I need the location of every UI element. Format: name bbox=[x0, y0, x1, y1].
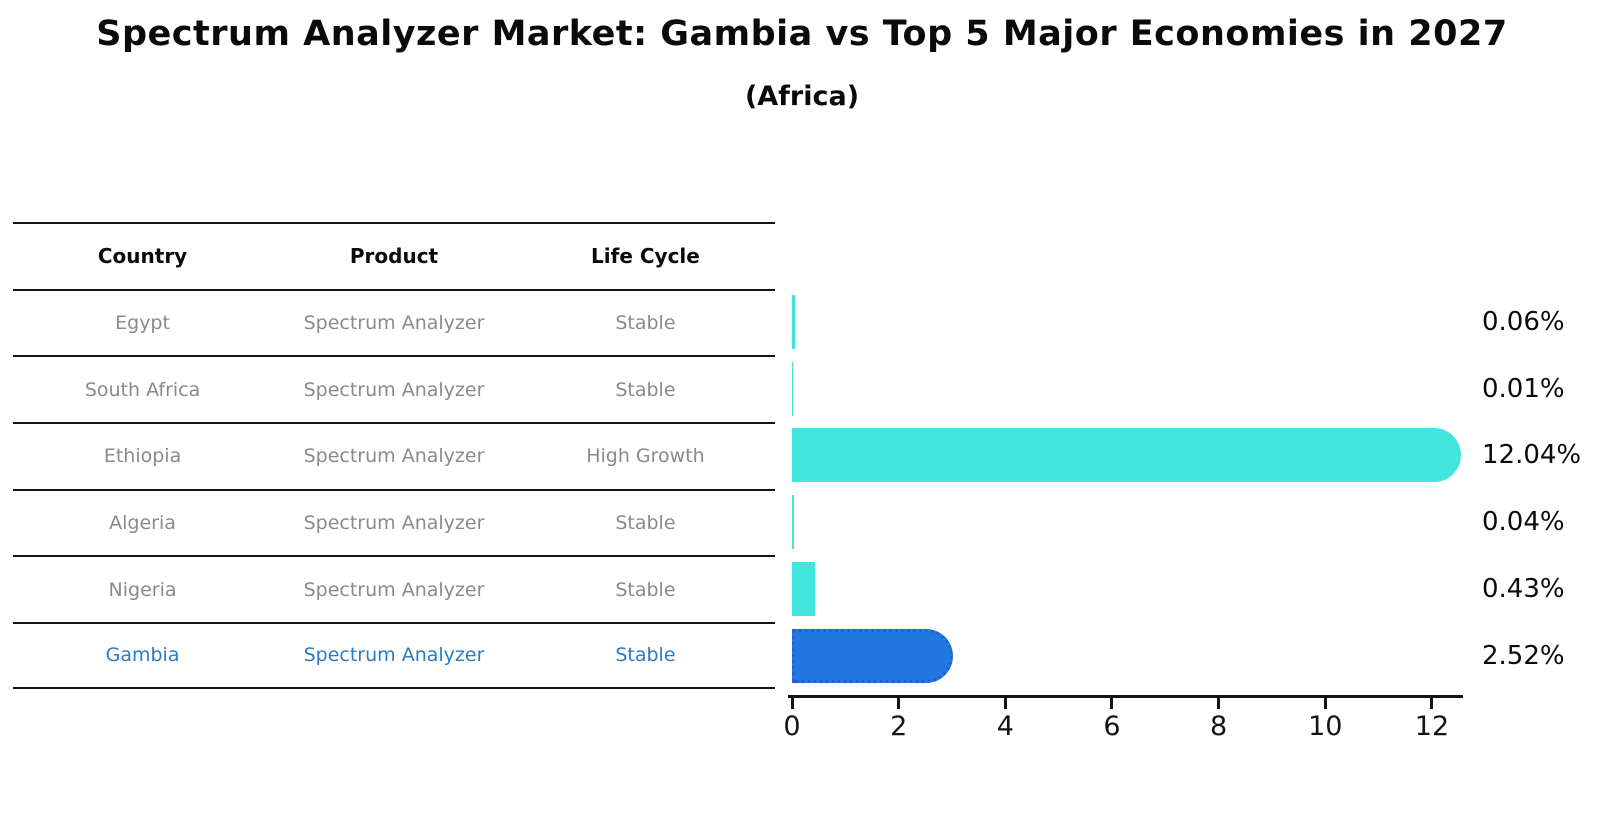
x-axis-tick bbox=[1217, 698, 1221, 709]
x-axis-tick-label: 6 bbox=[1103, 711, 1121, 742]
table-cell-life-cycle: High Growth bbox=[586, 445, 705, 468]
table-cell-life-cycle: Stable bbox=[615, 644, 676, 667]
table-cell-product: Spectrum Analyzer bbox=[303, 445, 485, 468]
table-row: Ethiopia Spectrum Analyzer High Growth bbox=[13, 422, 775, 489]
table-header-row: Country Product Life Cycle bbox=[13, 222, 775, 289]
table-cell-country: Nigeria bbox=[108, 578, 177, 601]
table-cell-product: Spectrum Analyzer bbox=[303, 578, 485, 601]
table-row: Algeria Spectrum Analyzer Stable bbox=[13, 488, 775, 556]
table-row: South Africa Spectrum Analyzer Stable bbox=[13, 355, 775, 422]
bar-value-label: 0.43% bbox=[1482, 573, 1565, 604]
x-axis-tick bbox=[1323, 698, 1327, 709]
table-cell-life-cycle: Stable bbox=[615, 578, 676, 601]
table-cell-life-cycle: Stable bbox=[615, 378, 676, 401]
table-cell-product: Spectrum Analyzer bbox=[303, 312, 485, 335]
x-axis-tick-label: 10 bbox=[1308, 711, 1343, 742]
table-cell-country: Algeria bbox=[109, 512, 176, 535]
x-axis-tick-label: 2 bbox=[890, 711, 908, 742]
table-cell-life-cycle: Life Cycle bbox=[591, 244, 700, 269]
x-axis-tick-label: 12 bbox=[1414, 711, 1450, 742]
bar-gambia bbox=[792, 628, 954, 683]
bar-ethiopia bbox=[792, 428, 1462, 483]
table-cell-product: Product bbox=[349, 244, 439, 269]
table-cell-country: Ethiopia bbox=[103, 445, 182, 468]
table-row: Gambia Spectrum Analyzer Stable bbox=[13, 622, 775, 689]
table-cell-country: Gambia bbox=[105, 644, 180, 667]
table-cell-product: Spectrum Analyzer bbox=[303, 644, 485, 667]
x-axis-line bbox=[788, 695, 1463, 698]
table-cell-product: Spectrum Analyzer bbox=[303, 378, 485, 401]
bar-value-label: 12.04% bbox=[1482, 440, 1582, 471]
x-axis-tick bbox=[897, 698, 901, 709]
table-cell-product: Spectrum Analyzer bbox=[303, 512, 485, 535]
x-axis-tick bbox=[1003, 698, 1007, 709]
table-cell-country: Egypt bbox=[115, 312, 170, 335]
x-axis-tick-label: 0 bbox=[783, 711, 801, 742]
table-cell-life-cycle: Stable bbox=[615, 312, 676, 335]
x-axis-tick bbox=[1110, 698, 1114, 709]
bar-nigeria bbox=[792, 561, 815, 616]
bar-value-label: 0.04% bbox=[1482, 507, 1565, 538]
table-row: Egypt Spectrum Analyzer Stable bbox=[13, 288, 775, 356]
bar-value-label: 2.52% bbox=[1482, 640, 1565, 671]
chart-subtitle: (Africa) bbox=[744, 81, 860, 112]
table-cell-country: Country bbox=[97, 244, 188, 269]
bar-value-label: 0.01% bbox=[1482, 373, 1565, 404]
bar-egypt bbox=[792, 295, 796, 349]
x-axis-tick-label: 4 bbox=[996, 711, 1014, 742]
x-axis-tick-label: 8 bbox=[1210, 711, 1228, 742]
x-axis-tick bbox=[1430, 698, 1434, 709]
x-axis-tick bbox=[790, 698, 794, 709]
country-table: Country Product Life Cycle Egypt Spectrum An… bbox=[13, 222, 775, 689]
chart-title: Spectrum Analyzer Market: Gambia vs Top … bbox=[96, 14, 1508, 54]
bar-value-label: 0.06% bbox=[1482, 307, 1565, 338]
table-row: Nigeria Spectrum Analyzer Stable bbox=[13, 555, 775, 622]
table-cell-life-cycle: Stable bbox=[615, 512, 676, 535]
bar-south-africa bbox=[792, 361, 793, 416]
bar-algeria bbox=[792, 495, 795, 550]
table-cell-country: South Africa bbox=[84, 378, 201, 401]
